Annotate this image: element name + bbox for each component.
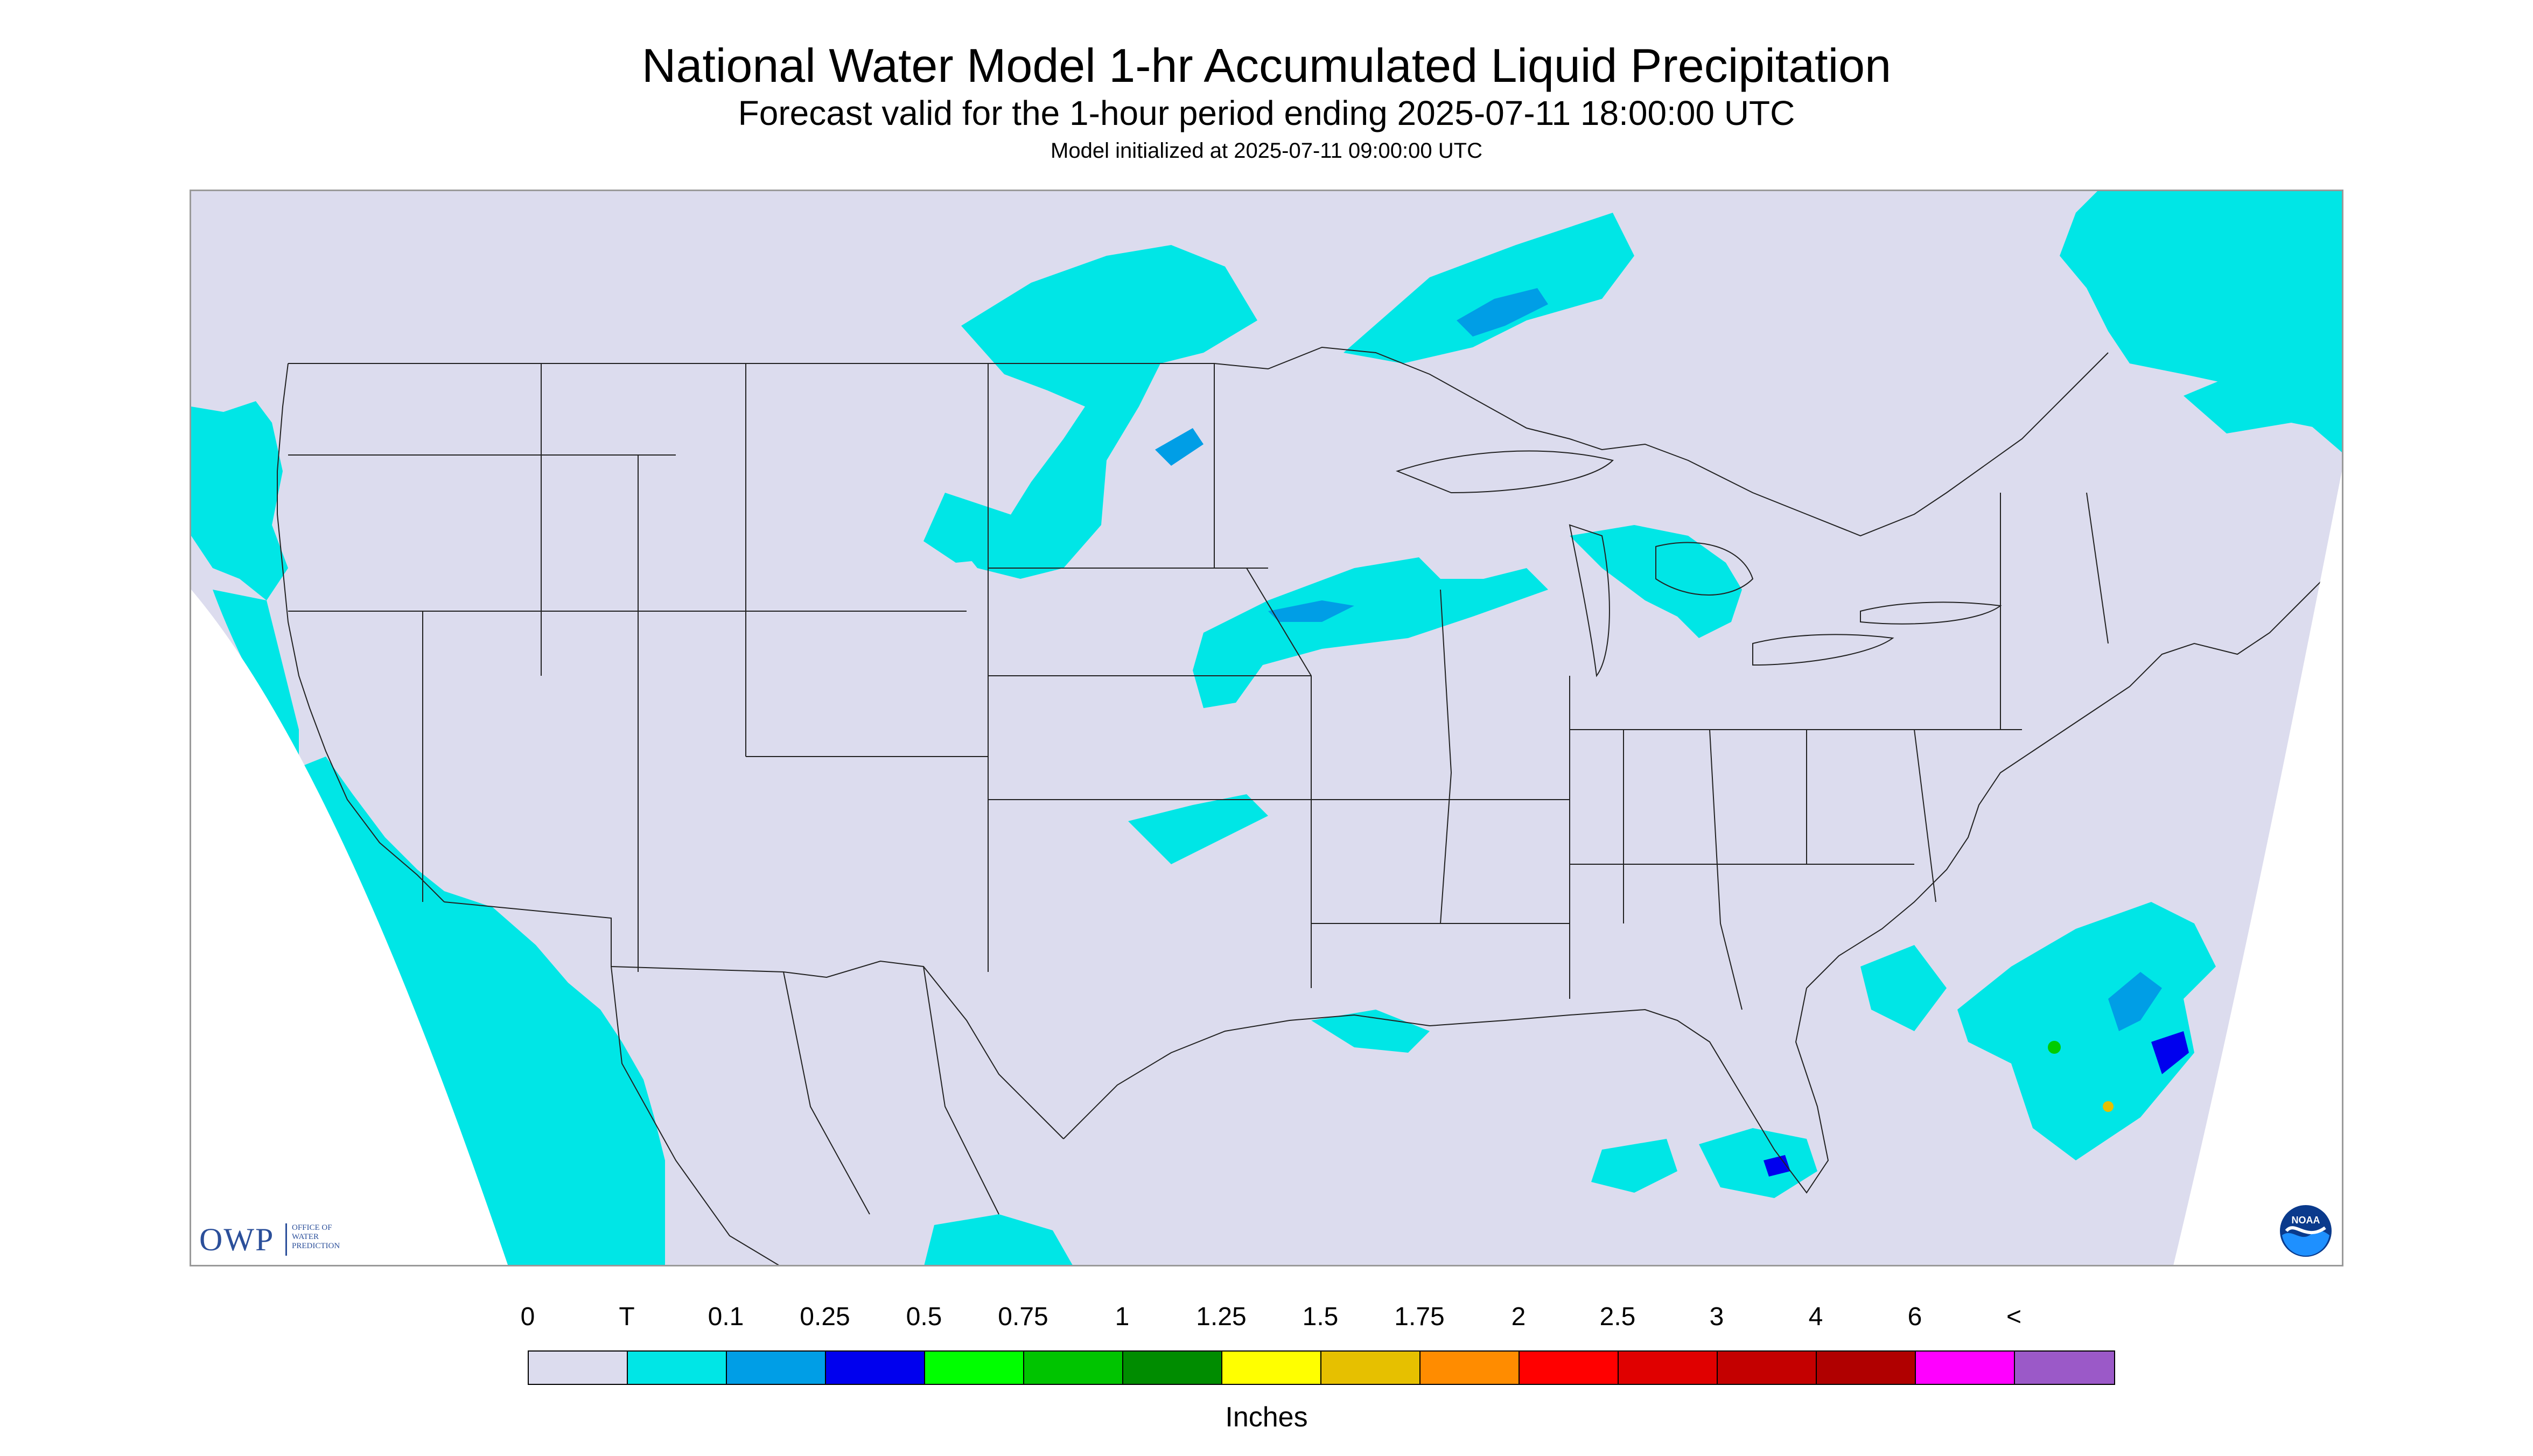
legend-label: 4	[1808, 1303, 1823, 1331]
precip-core-plains	[1155, 428, 1203, 466]
legend-swatch	[2015, 1352, 2114, 1384]
legend-swatch	[628, 1352, 727, 1384]
precip-green-cell	[2048, 1041, 2061, 1054]
precip-map	[190, 190, 2343, 1266]
legend-label: 2	[1511, 1303, 1526, 1331]
legend-swatch	[826, 1352, 925, 1384]
owp-logo: OWP OFFICE OF WATER PREDICTION	[199, 1218, 372, 1261]
legend-swatch	[1718, 1352, 1817, 1384]
precip-pacific-northwest	[191, 401, 288, 600]
precip-gulf-coast	[1311, 1010, 1430, 1053]
precip-mexico-south	[924, 1214, 1073, 1265]
legend-label: T	[619, 1303, 635, 1331]
legend-label: 0.1	[708, 1303, 744, 1331]
legend-swatch	[1321, 1352, 1421, 1384]
legend-label: 6	[1907, 1303, 1922, 1331]
owp-letters: OWP	[199, 1222, 275, 1257]
precip-core-midwest	[1268, 600, 1354, 622]
legend-swatch	[1817, 1352, 1916, 1384]
noaa-logo-label: NOAA	[2292, 1215, 2320, 1226]
owp-text: OFFICE OF WATER PREDICTION	[292, 1223, 378, 1251]
init-time: Model initialized at 2025-07-11 09:00:00…	[1051, 139, 1482, 163]
precip-dakotas	[923, 493, 1042, 563]
precip-oklahoma	[1128, 794, 1268, 864]
precip-canada-band	[1344, 213, 1634, 363]
legend-label: 1	[1115, 1303, 1130, 1331]
precip-southeast-atlantic	[1860, 945, 1947, 1031]
legend-colorbar	[528, 1350, 2115, 1385]
legend-swatch	[529, 1352, 628, 1384]
precip-northern-plains	[956, 245, 1257, 579]
domain-mask-right	[2173, 471, 2342, 1265]
legend-units: Inches	[1225, 1402, 1308, 1433]
legend-label: 2.5	[1599, 1303, 1636, 1331]
legend-label: 0.5	[906, 1303, 942, 1331]
legend-label: 0.25	[800, 1303, 850, 1331]
legend-labels: 0 T 0.1 0.25 0.5 0.75 1 1.25 1.5 1.75 2 2.5 3 4 6 <	[0, 1301, 2533, 1333]
legend-label: <	[2006, 1303, 2022, 1331]
legend-label: 3	[1709, 1303, 1724, 1331]
legend-swatch	[1619, 1352, 1718, 1384]
noaa-logo-icon: NOAA	[2280, 1205, 2332, 1257]
owp-line3: PREDICTION	[292, 1242, 340, 1250]
owp-line2: WATER	[292, 1233, 319, 1241]
precip-yellow-cell	[2103, 1101, 2114, 1112]
legend-swatch	[727, 1352, 826, 1384]
state-boundaries	[277, 346, 2342, 1265]
legend-swatch	[1421, 1352, 1520, 1384]
precip-pacific-southwest	[299, 757, 665, 1265]
precip-gulf-south	[1591, 1139, 1677, 1193]
page-title: National Water Model 1-hr Accumulated Li…	[641, 39, 1892, 92]
legend-label: 1.25	[1196, 1303, 1247, 1331]
domain-mask-left	[191, 590, 508, 1265]
precip-core-atlantic	[2108, 972, 2162, 1031]
legend-swatch	[1520, 1352, 1619, 1384]
legend-label: 1.75	[1394, 1303, 1445, 1331]
precip-great-lakes	[1570, 525, 1742, 638]
legend-swatch	[1123, 1352, 1222, 1384]
legend-swatch	[925, 1352, 1024, 1384]
precip-east-coast-offshore	[1957, 902, 2216, 1160]
precip-upper-midwest	[1193, 557, 1548, 708]
owp-line1: OFFICE OF	[292, 1223, 332, 1232]
precip-core-atlantic-2	[2151, 1031, 2189, 1074]
precip-core-canada	[1457, 288, 1548, 337]
legend-swatch	[1222, 1352, 1321, 1384]
map-svg	[191, 191, 2342, 1265]
owp-divider	[285, 1223, 287, 1256]
map-domain	[191, 191, 2342, 1265]
precip-core-florida	[1764, 1155, 1790, 1177]
legend-swatch	[1024, 1352, 1123, 1384]
legend-swatch	[1916, 1352, 2015, 1384]
legend-label: 0	[520, 1303, 535, 1331]
precip-florida	[1699, 1128, 1817, 1198]
legend-label: 1.5	[1302, 1303, 1339, 1331]
page-subtitle: Forecast valid for the 1-hour period end…	[738, 94, 1795, 132]
legend-label: 0.75	[998, 1303, 1048, 1331]
precip-quebec-band	[2184, 369, 2342, 433]
